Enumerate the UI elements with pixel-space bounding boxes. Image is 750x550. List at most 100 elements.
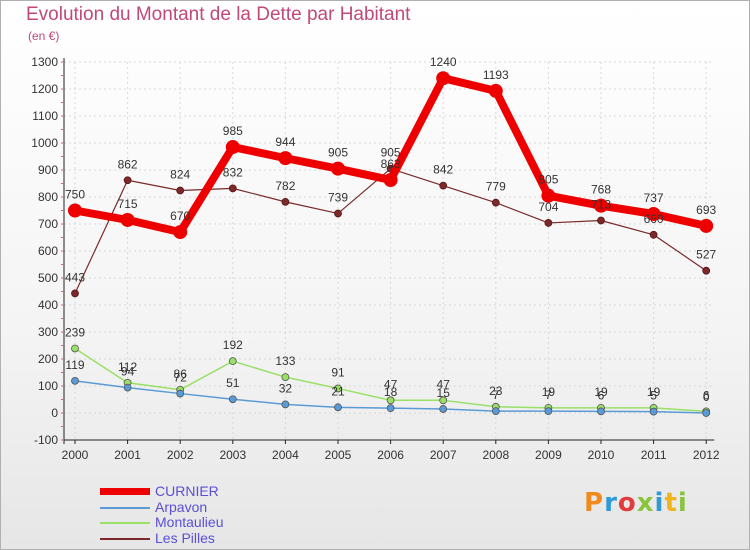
- x-tick-label: 2009: [535, 448, 562, 462]
- x-tick-label: 2003: [219, 448, 246, 462]
- data-label: 15: [437, 386, 451, 400]
- legend-label: Arpavon: [155, 498, 208, 515]
- data-label: 1193: [483, 68, 509, 82]
- data-point: [541, 188, 556, 203]
- data-point: [488, 83, 503, 98]
- data-point: [334, 209, 342, 218]
- data-label: 704: [538, 200, 558, 214]
- data-label: 72: [174, 371, 188, 385]
- data-point: [334, 403, 342, 412]
- data-label: 905: [381, 146, 401, 160]
- data-point: [439, 396, 448, 405]
- data-point: [281, 373, 290, 381]
- data-point: [386, 396, 395, 405]
- data-point: [649, 407, 658, 416]
- x-tick-label: 2012: [693, 448, 720, 462]
- data-label: 768: [591, 183, 611, 197]
- proxiti-logo: Proxiti: [584, 488, 688, 518]
- data-label: 86: [174, 367, 188, 381]
- legend-swatch: [100, 488, 150, 495]
- data-point: [544, 219, 553, 227]
- data-label: 18: [384, 385, 398, 399]
- data-point: [544, 407, 553, 416]
- x-tick-label: 2011: [641, 448, 667, 462]
- chart-title: Evolution du Montant de la Dette par Hab…: [26, 4, 411, 25]
- data-label: 19: [542, 385, 556, 399]
- data-label: 192: [223, 338, 243, 352]
- y-tick-label: 700: [38, 217, 58, 231]
- data-point: [120, 212, 135, 227]
- data-label: 7: [492, 388, 499, 402]
- data-label: 119: [65, 358, 84, 372]
- data-label: 5: [650, 389, 657, 403]
- data-label: 944: [275, 135, 295, 149]
- data-point: [331, 161, 345, 176]
- y-tick-label: 500: [38, 271, 58, 285]
- data-point: [225, 140, 240, 155]
- legend-label: Montaulieu: [155, 514, 224, 530]
- data-point: [71, 289, 79, 298]
- y-tick-label: 800: [38, 190, 58, 204]
- legend-swatch: [100, 537, 150, 540]
- data-label: 693: [696, 203, 716, 217]
- y-tick-label: 300: [38, 325, 58, 339]
- data-point: [491, 198, 500, 207]
- data-point: [439, 405, 448, 413]
- data-label: 112: [118, 360, 137, 374]
- x-tick-label: 2004: [272, 448, 299, 462]
- data-point: [594, 198, 608, 213]
- data-label: 660: [644, 212, 664, 226]
- legend-swatch: [100, 506, 150, 509]
- data-point: [383, 172, 398, 187]
- data-label: 739: [328, 190, 348, 204]
- data-point: [702, 266, 711, 275]
- data-point: [228, 395, 237, 404]
- data-label: 842: [433, 163, 453, 177]
- data-label: 715: [118, 197, 138, 211]
- y-tick-label: 0: [51, 406, 58, 420]
- y-tick-label: 600: [38, 244, 58, 258]
- data-label: 863: [381, 157, 401, 171]
- data-label: 94: [121, 365, 135, 379]
- x-tick-label: 2007: [430, 448, 457, 462]
- y-tick-label: 1200: [31, 82, 58, 96]
- data-point: [173, 225, 188, 240]
- data-label: 239: [65, 325, 85, 339]
- data-label: 832: [223, 165, 243, 179]
- data-point: [702, 409, 711, 417]
- data-label: 47: [437, 377, 451, 391]
- data-point: [176, 389, 185, 398]
- data-point: [386, 404, 395, 413]
- chart-unit: (en €): [28, 29, 60, 43]
- data-label: 1240: [430, 55, 457, 69]
- y-tick-label: -100: [34, 433, 58, 447]
- data-label: 443: [65, 270, 85, 284]
- data-point: [436, 71, 451, 86]
- x-tick-label: 2006: [377, 448, 404, 462]
- data-point: [123, 176, 132, 185]
- data-point: [334, 384, 342, 393]
- data-label: 21: [331, 384, 345, 398]
- data-point: [281, 197, 290, 206]
- data-label: 19: [594, 385, 608, 399]
- y-tick-label: 400: [38, 298, 58, 312]
- x-tick-label: 2002: [167, 448, 194, 462]
- y-tick-label: 1100: [32, 109, 58, 123]
- y-tick-label: 200: [38, 352, 58, 366]
- data-label: 737: [644, 191, 664, 205]
- data-point: [646, 207, 661, 222]
- data-label: 0: [703, 390, 710, 404]
- x-tick-label: 2010: [588, 448, 615, 462]
- data-point: [281, 400, 290, 409]
- x-tick-label: 2000: [62, 448, 89, 462]
- data-label: 905: [328, 146, 348, 160]
- data-label: 133: [275, 354, 295, 368]
- x-tick-label: 2005: [325, 448, 352, 462]
- data-point: [278, 151, 293, 166]
- y-tick-label: 1300: [31, 55, 58, 69]
- legend-label: CURNIER: [155, 483, 219, 499]
- data-label: 779: [486, 180, 506, 194]
- data-point: [123, 383, 132, 392]
